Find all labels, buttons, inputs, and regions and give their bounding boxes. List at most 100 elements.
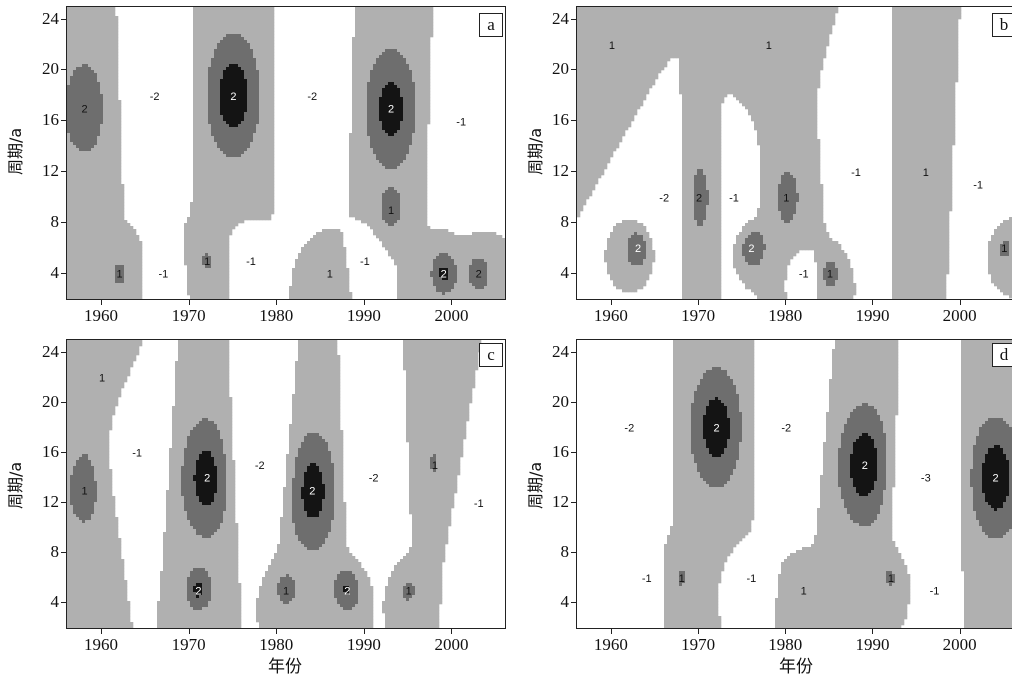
y-tick-label-d-4: 20 <box>539 392 569 412</box>
x-tick-label-c-0: 1960 <box>71 635 131 655</box>
y-tick-label-a-3: 16 <box>29 110 59 130</box>
contour-label-b-10: 2 <box>748 243 754 255</box>
plot-area-b: 1 1 -2 2 -1 1 -1 1 -1 2 2 -1 1 1 <box>576 6 1012 300</box>
y-tick-c-3 <box>61 451 66 453</box>
contour-field-a: 2 -2 2 -2 2 -1 1 -1 1 -1 1 -1 2 2 1 <box>67 7 505 299</box>
x-tick-label-d-4: 2000 <box>930 635 990 655</box>
y-tick-label-a-2: 12 <box>29 161 59 181</box>
y-axis-label-c: 周期/a <box>2 453 26 509</box>
contour-label-a-3: -2 <box>307 91 317 103</box>
y-tick-d-3 <box>571 451 576 453</box>
y-tick-label-b-3: 16 <box>539 110 569 130</box>
y-tick-a-1 <box>61 221 66 223</box>
contour-label-c-7: 1 <box>432 460 438 472</box>
contour-label-b-3: 2 <box>696 192 702 204</box>
plot-area-d: -2 2 -2 2 -3 2 -1 1 -1 1 1 -1 <box>576 339 1012 629</box>
y-tick-label-c-5: 24 <box>29 342 59 362</box>
contour-label-b-5: 1 <box>783 192 789 204</box>
y-tick-label-d-0: 4 <box>539 592 570 612</box>
x-tick-label-d-1: 1970 <box>668 635 728 655</box>
y-tick-c-1 <box>61 551 66 553</box>
y-tick-d-5 <box>571 351 576 353</box>
contour-label-b-12: 1 <box>827 269 833 281</box>
panel-a: 2 -2 2 -2 2 -1 1 -1 1 -1 1 -1 2 2 1 周期/a a 4 8 12 16 20 24 1… <box>0 0 506 339</box>
x-axis-label-d: 年份 <box>736 652 856 677</box>
contour-label-a-0: 2 <box>81 104 87 116</box>
contour-label-c-6: -2 <box>369 473 379 485</box>
contour-label-d-0: -2 <box>624 423 634 435</box>
x-tick-b-1 <box>698 300 700 305</box>
contour-label-d-3: 2 <box>862 460 868 472</box>
y-tick-d-2 <box>571 501 576 503</box>
y-tick-c-5 <box>61 351 66 353</box>
x-tick-d-0 <box>610 629 612 634</box>
contour-label-a-8: 1 <box>204 256 210 268</box>
x-tick-label-b-4: 2000 <box>930 306 990 326</box>
panel-c: 1 1 -1 2 -2 2 -2 1 -1 2 1 2 1 周期/a c 年份 4 8 12 16 20 24 19… <box>0 339 506 678</box>
contour-label-a-11: -1 <box>360 256 370 268</box>
contour-label-a-7: -1 <box>158 269 168 281</box>
contour-label-b-11: -1 <box>799 269 809 281</box>
x-tick-c-2 <box>276 629 278 634</box>
contour-label-a-13: 2 <box>476 269 482 281</box>
x-tick-label-a-3: 1990 <box>334 306 394 326</box>
contour-label-a-10: 1 <box>327 269 333 281</box>
x-tick-label-a-4: 2000 <box>421 306 481 326</box>
x-tick-b-2 <box>785 300 787 305</box>
contour-label-a-9: -1 <box>246 256 256 268</box>
y-tick-label-c-4: 20 <box>29 392 59 412</box>
y-tick-label-b-4: 20 <box>539 59 569 79</box>
x-tick-label-b-1: 1970 <box>668 306 728 326</box>
contour-label-d-7: 1 <box>679 573 685 585</box>
y-tick-d-1 <box>571 551 576 553</box>
y-tick-label-b-2: 12 <box>539 161 569 181</box>
contour-label-d-8: -1 <box>747 573 757 585</box>
contour-label-b-9: 2 <box>635 243 641 255</box>
y-tick-c-2 <box>61 501 66 503</box>
contour-label-a-12: 2 <box>441 269 447 281</box>
y-tick-a-0 <box>61 272 66 274</box>
y-tick-label-d-3: 16 <box>539 442 569 462</box>
contour-field-c: 1 1 -1 2 -2 2 -2 1 -1 2 1 2 1 <box>67 340 484 628</box>
contour-label-b-2: -2 <box>659 192 669 204</box>
contour-label-c-8: -1 <box>474 498 484 510</box>
y-tick-label-a-0: 4 <box>29 263 60 283</box>
x-tick-c-4 <box>451 629 453 634</box>
y-tick-b-5 <box>571 18 576 20</box>
y-tick-label-d-1: 8 <box>539 542 570 562</box>
y-tick-label-c-2: 12 <box>29 492 59 512</box>
contour-label-a-2: 2 <box>230 91 236 103</box>
contour-label-a-1: -2 <box>150 91 160 103</box>
contour-label-c-11: 2 <box>344 585 350 597</box>
y-tick-label-d-2: 12 <box>539 492 569 512</box>
x-tick-c-3 <box>363 629 365 634</box>
x-tick-a-1 <box>188 300 190 305</box>
y-tick-label-c-1: 8 <box>29 542 60 562</box>
contour-label-b-8: -1 <box>973 180 983 192</box>
x-tick-c-0 <box>101 629 103 634</box>
contour-label-c-3: 2 <box>204 473 210 485</box>
contour-label-c-2: -1 <box>132 448 142 460</box>
x-tick-d-4 <box>959 629 961 634</box>
x-tick-a-4 <box>451 300 453 305</box>
panel-tag-c: c <box>479 343 503 367</box>
y-tick-d-0 <box>571 601 576 603</box>
contour-label-c-0: 1 <box>99 373 105 385</box>
y-tick-c-4 <box>61 401 66 403</box>
x-tick-label-d-0: 1960 <box>581 635 641 655</box>
x-tick-label-b-2: 1980 <box>755 306 815 326</box>
y-tick-label-a-5: 24 <box>29 9 59 29</box>
y-tick-label-b-5: 24 <box>539 9 569 29</box>
x-tick-a-0 <box>101 300 103 305</box>
x-tick-label-a-0: 1960 <box>71 306 131 326</box>
x-tick-label-a-1: 1970 <box>159 306 219 326</box>
x-tick-b-0 <box>610 300 612 305</box>
panel-tag-b: b <box>992 13 1012 37</box>
y-tick-a-3 <box>61 120 66 122</box>
contour-label-c-1: 1 <box>81 485 87 497</box>
x-tick-label-a-2: 1980 <box>246 306 306 326</box>
contour-label-b-6: -1 <box>851 167 861 179</box>
y-tick-a-5 <box>61 18 66 20</box>
y-tick-label-c-0: 4 <box>29 592 60 612</box>
panel-tag-a: a <box>479 13 503 37</box>
